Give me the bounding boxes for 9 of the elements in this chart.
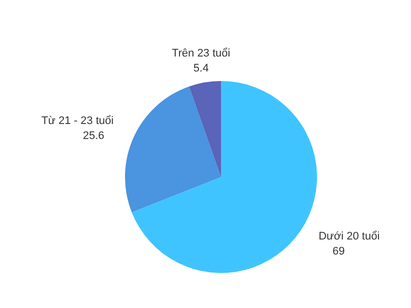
slice-label: Trên 23 tuổi (172, 48, 230, 60)
slice-label: Dưới 20 tuổi (318, 230, 380, 242)
data-label: 5.4 (193, 62, 209, 75)
pie-slice (125, 86, 221, 212)
slice-label: Từ 21 - 23 tuổi (41, 115, 114, 128)
pie-slice (189, 81, 221, 177)
data-label: 25.6 (82, 130, 104, 142)
data-label: 69 (332, 245, 345, 258)
pie-slice (132, 81, 317, 273)
